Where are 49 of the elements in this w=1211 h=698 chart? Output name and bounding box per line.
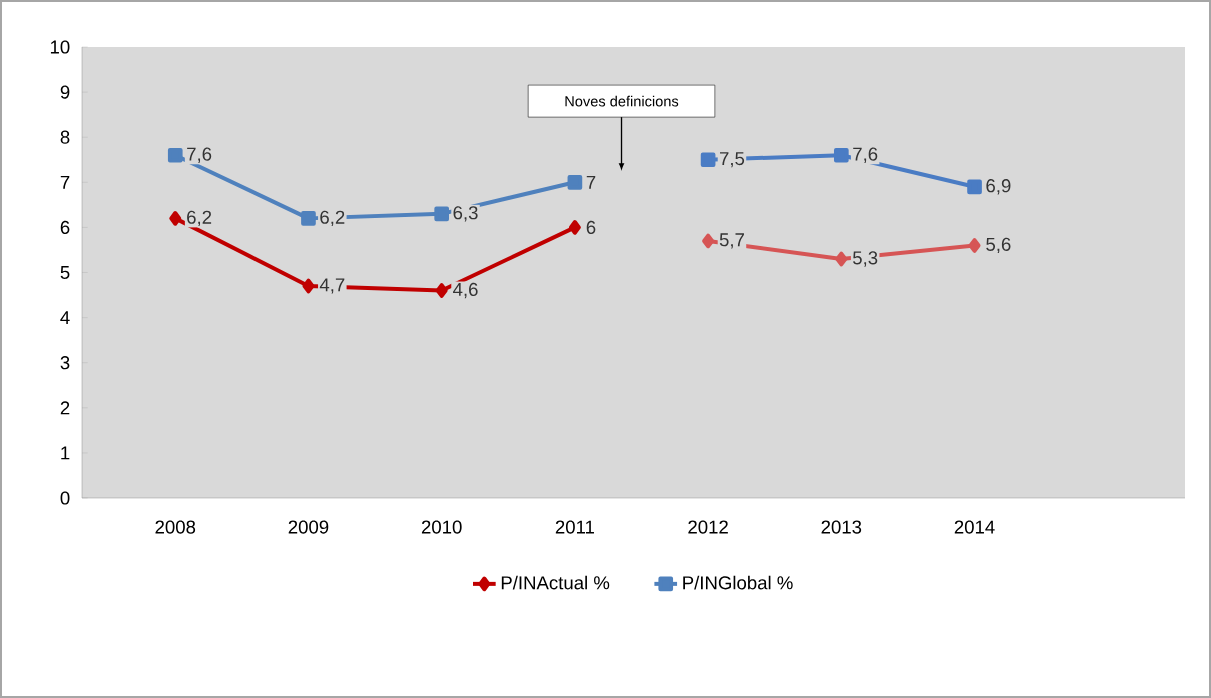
point bbox=[167, 147, 183, 163]
x-tick-label: 2009 bbox=[288, 520, 329, 534]
point bbox=[435, 283, 448, 298]
data-label: 4,6 bbox=[453, 282, 478, 299]
point bbox=[568, 220, 581, 235]
annotation: Noves definicions bbox=[565, 95, 679, 107]
y-tick-label: 9 bbox=[60, 85, 70, 99]
data-label: 6,9 bbox=[986, 179, 1011, 195]
data-label: 7 bbox=[586, 175, 596, 189]
point bbox=[302, 278, 315, 294]
point bbox=[835, 251, 848, 267]
y-tick-label: 7 bbox=[60, 175, 70, 189]
data-label: 5,6 bbox=[986, 237, 1011, 254]
point bbox=[968, 238, 981, 253]
data-label: 5,7 bbox=[719, 233, 744, 249]
y-tick-label: 6 bbox=[60, 220, 70, 234]
x-tick-label: 2008 bbox=[155, 520, 196, 534]
y-tick-label: 5 bbox=[60, 266, 70, 279]
legend-label: P/INActual % bbox=[501, 575, 610, 590]
x-tick-label: 2013 bbox=[821, 520, 862, 534]
data-label: 6,2 bbox=[187, 210, 212, 227]
data-label: 7,6 bbox=[853, 147, 878, 163]
y-tick-label: 10 bbox=[50, 40, 70, 54]
data-label: 4,7 bbox=[319, 278, 345, 294]
data-label: 7,5 bbox=[720, 152, 745, 168]
y-tick-label: 0 bbox=[60, 491, 70, 505]
point bbox=[169, 211, 182, 226]
data-label: 6,2 bbox=[320, 210, 345, 227]
x-tick-label: 2014 bbox=[954, 520, 995, 534]
data-label: 5,3 bbox=[853, 251, 878, 267]
point bbox=[700, 152, 716, 168]
data-label: 6 bbox=[586, 220, 596, 234]
point bbox=[434, 206, 450, 222]
point bbox=[567, 174, 583, 190]
data-label: 6,3 bbox=[453, 206, 478, 222]
data-label: 7,6 bbox=[187, 147, 212, 163]
x-tick-label: 2011 bbox=[555, 520, 594, 534]
point bbox=[702, 233, 715, 249]
point bbox=[301, 211, 316, 226]
legend-label: P/INGlobal % bbox=[683, 575, 793, 590]
x-tick-label: 2010 bbox=[421, 520, 462, 534]
y-tick-label: 3 bbox=[60, 356, 70, 370]
x-tick-label: 2012 bbox=[688, 520, 728, 534]
y-tick-label: 4 bbox=[60, 311, 70, 324]
point bbox=[967, 179, 982, 195]
y-tick-label: 8 bbox=[60, 130, 70, 144]
y-tick-label: 1 bbox=[61, 446, 70, 460]
point bbox=[833, 147, 849, 163]
y-tick-label: 2 bbox=[60, 401, 70, 415]
